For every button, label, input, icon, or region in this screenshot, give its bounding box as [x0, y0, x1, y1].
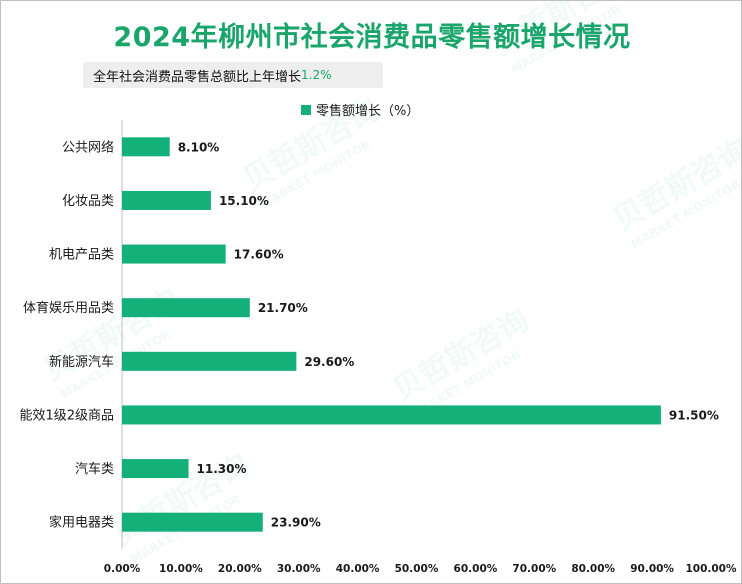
- bar-0: [122, 137, 170, 157]
- x-tick-label-8: 80.00%: [571, 563, 615, 575]
- x-tick-label-4: 40.00%: [336, 563, 380, 575]
- value-label-4: 29.60%: [304, 355, 354, 369]
- bar-3: [122, 298, 250, 318]
- x-tick-label-0: 0.00%: [104, 563, 141, 575]
- legend-swatch: [301, 105, 311, 115]
- category-labels: 公共网络化妆品类机电产品类体育娱乐用品类新能源汽车能效1级2级商品汽车类家用电器…: [19, 139, 114, 530]
- legend-label: 零售额增长（%）: [316, 103, 419, 119]
- x-tick-label-2: 20.00%: [218, 563, 262, 575]
- value-label-1: 15.10%: [219, 194, 269, 208]
- category-label-6: 汽车类: [75, 461, 114, 477]
- value-labels: 8.10% 15.10% 17.60% 21.70% 29.60% 91.50% 11.30…: [178, 140, 719, 529]
- x-tick-label-7: 70.00%: [512, 563, 556, 575]
- x-tick-label-9: 90.00%: [630, 563, 674, 575]
- category-label-2: 机电产品类: [49, 248, 114, 263]
- bars-group: [122, 137, 661, 532]
- bar-6: [122, 459, 189, 479]
- x-tick-label-3: 30.00%: [277, 563, 321, 575]
- x-tick-label-10: 100.00%: [685, 563, 737, 575]
- chart-title: 2024年柳州市社会消费品零售额增长情况: [113, 22, 631, 53]
- category-label-4: 新能源汽车: [49, 354, 114, 370]
- bar-2: [122, 244, 226, 264]
- legend: 零售额增长（%）: [301, 103, 419, 119]
- bar-5: [122, 405, 661, 425]
- x-tick-label-6: 60.00%: [454, 563, 498, 575]
- value-label-2: 17.60%: [234, 248, 284, 262]
- category-label-5: 能效1级2级商品: [19, 408, 114, 423]
- bar-1: [122, 190, 211, 210]
- category-label-7: 家用电器类: [49, 515, 114, 531]
- value-label-0: 8.10%: [178, 140, 220, 154]
- x-tick-labels: 0.00% 10.00% 20.00% 30.00% 40.00% 50.00% 60.00…: [104, 563, 737, 575]
- summary-value: 1.2%: [301, 68, 332, 82]
- category-label-0: 公共网络: [62, 139, 114, 155]
- x-tick-label-5: 50.00%: [395, 563, 439, 575]
- category-label-1: 化妆品类: [62, 194, 114, 209]
- category-label-3: 体育娱乐用品类: [23, 300, 114, 316]
- summary-box: 全年社会消费品零售总额比上年增长 1.2%: [83, 62, 383, 88]
- bar-4: [122, 351, 297, 371]
- summary-text: 全年社会消费品零售总额比上年增长: [93, 69, 302, 85]
- x-tick-label-1: 10.00%: [159, 563, 203, 575]
- value-label-3: 21.70%: [258, 301, 308, 315]
- bar-7: [122, 512, 263, 532]
- value-label-5: 91.50%: [669, 408, 719, 422]
- value-label-7: 23.90%: [271, 516, 321, 530]
- value-label-6: 11.30%: [197, 462, 247, 476]
